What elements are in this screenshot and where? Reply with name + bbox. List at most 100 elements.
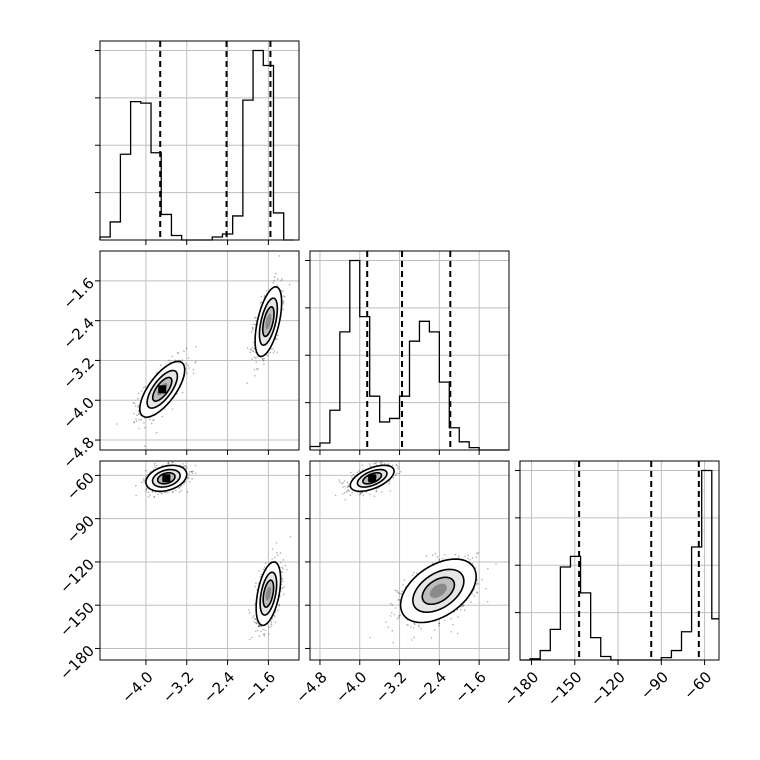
sample-point <box>282 559 285 561</box>
sample-point <box>262 357 264 360</box>
sample-point <box>281 566 283 568</box>
histogram-panel-1 <box>305 251 509 451</box>
sample-point <box>147 491 150 494</box>
x-tick-label: −60 <box>680 668 715 703</box>
sample-point <box>396 591 399 593</box>
sample-point <box>288 283 291 286</box>
sample-point <box>133 421 135 424</box>
sample-point <box>186 491 189 493</box>
sample-point <box>397 468 400 470</box>
sample-point <box>338 479 341 481</box>
scatter-frame <box>99 250 300 451</box>
sample-point <box>260 301 263 304</box>
sample-point <box>143 481 145 484</box>
sample-point <box>144 386 147 388</box>
sample-point <box>251 327 254 329</box>
sample-point <box>171 461 173 464</box>
sample-point <box>282 301 285 303</box>
sample-point <box>278 605 281 607</box>
sample-point <box>143 422 145 424</box>
scatter-frame <box>99 460 300 661</box>
sample-point <box>153 464 156 467</box>
sample-point <box>395 607 397 609</box>
sample-point <box>347 489 349 491</box>
sample-point <box>171 408 174 410</box>
sample-point <box>346 491 348 493</box>
sample-point <box>274 272 277 275</box>
sample-point <box>462 605 465 607</box>
sample-point <box>339 481 341 483</box>
sample-point <box>161 415 164 418</box>
sample-point <box>188 477 190 479</box>
sample-point <box>255 357 257 359</box>
scatter-frame <box>309 460 510 661</box>
sample-point <box>156 464 158 467</box>
histogram-frame <box>519 460 720 661</box>
sample-point <box>469 558 471 561</box>
sample-point <box>135 494 137 497</box>
sample-point <box>473 595 476 597</box>
sample-point <box>280 279 283 282</box>
y-tick-label: −1.6 <box>60 274 98 312</box>
sample-point <box>192 470 194 473</box>
sample-point <box>272 352 275 354</box>
contour-line <box>151 376 173 402</box>
contour-line <box>258 297 279 346</box>
sample-point <box>275 542 278 544</box>
sample-point <box>191 471 193 473</box>
contour-line <box>156 471 176 485</box>
sample-point <box>391 464 394 467</box>
density-peak <box>158 385 167 394</box>
sample-point <box>381 462 383 464</box>
panel-content <box>135 461 292 641</box>
sample-point <box>180 485 182 487</box>
sample-point <box>259 302 262 304</box>
sample-point <box>334 494 337 497</box>
sample-point <box>257 629 259 632</box>
sample-point <box>467 554 469 557</box>
sample-point <box>389 602 392 605</box>
density-peak <box>162 474 171 483</box>
sample-point <box>140 418 142 421</box>
sample-point <box>255 582 257 584</box>
scatter-panel-0-2 <box>100 461 299 660</box>
sample-point <box>392 476 395 479</box>
sample-point <box>276 338 278 340</box>
sample-point <box>430 637 433 639</box>
sample-point <box>180 484 183 487</box>
sample-point <box>276 285 279 287</box>
x-tick-label: −150 <box>544 668 586 710</box>
sample-point <box>481 578 484 581</box>
sample-point <box>252 616 254 619</box>
sample-point <box>168 359 170 362</box>
sample-point <box>347 485 350 487</box>
contour-line <box>412 568 465 613</box>
sample-point <box>194 472 197 475</box>
sample-point <box>374 462 377 465</box>
sample-point <box>463 609 466 611</box>
sample-point <box>255 361 257 363</box>
sample-point <box>134 405 137 408</box>
panel-content <box>334 456 497 644</box>
sample-point <box>347 485 350 487</box>
histogram-frame <box>99 40 300 241</box>
sample-point <box>273 556 276 559</box>
sample-point <box>283 586 286 588</box>
sample-point <box>391 456 393 458</box>
sample-point <box>413 571 415 574</box>
sample-point <box>157 493 159 496</box>
sample-point <box>412 574 414 576</box>
sample-point <box>368 493 371 496</box>
sample-point <box>195 345 197 348</box>
sample-point <box>194 362 196 364</box>
sample-point <box>192 368 195 371</box>
sample-point <box>161 492 163 495</box>
sample-point <box>194 464 197 467</box>
density-fill <box>429 583 447 598</box>
sample-point <box>284 564 287 567</box>
sample-point <box>413 622 416 624</box>
sample-point <box>251 358 253 361</box>
sample-point <box>410 639 413 641</box>
sample-point <box>154 491 157 494</box>
panel-content <box>116 255 291 447</box>
